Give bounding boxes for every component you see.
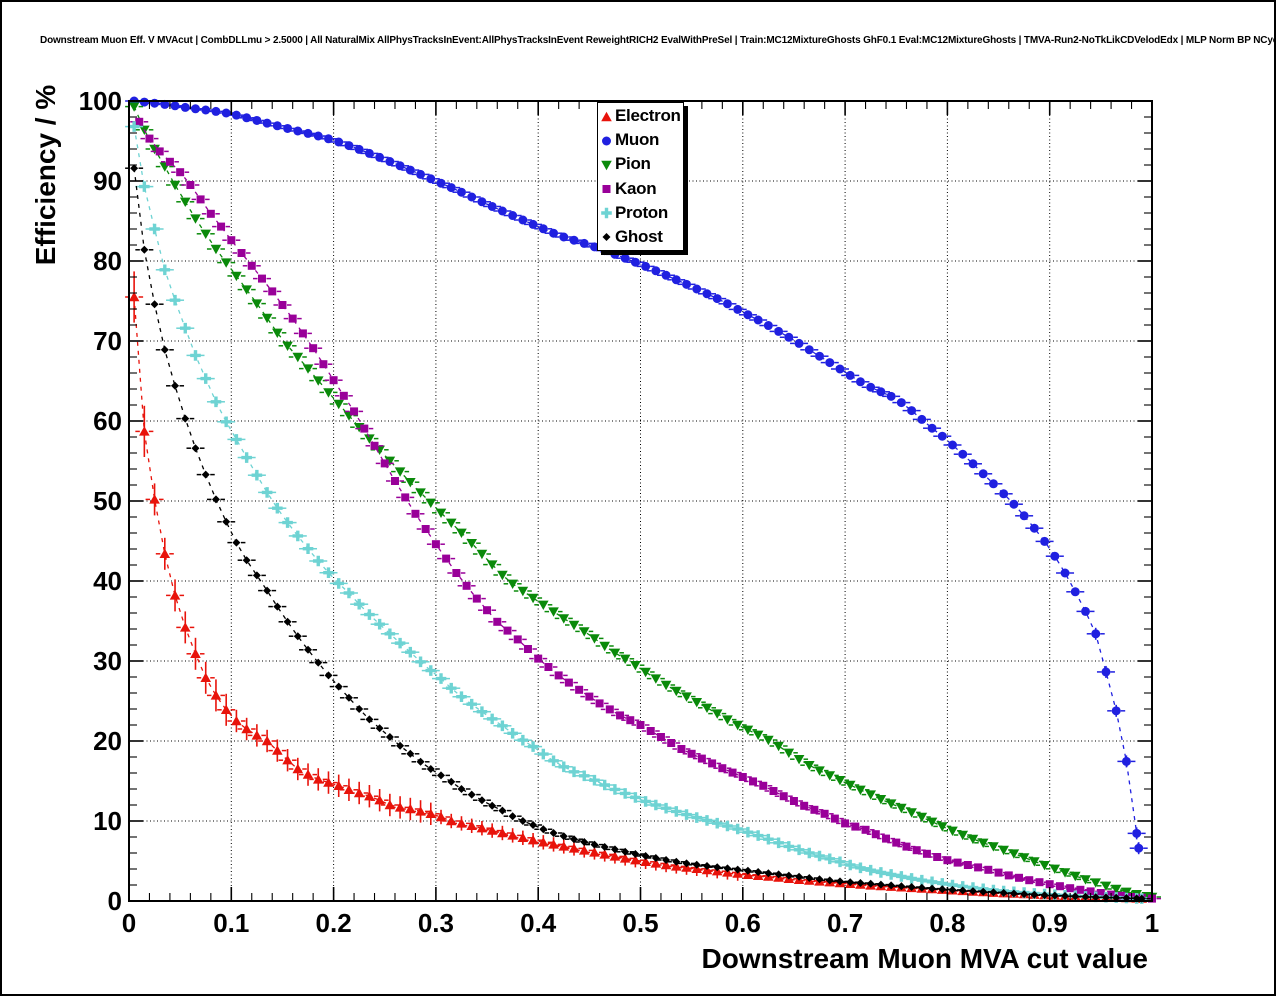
y-tick-label: 30 bbox=[93, 646, 122, 676]
plot-title: Downstream Muon Eff. V MVAcut | CombDLLm… bbox=[40, 35, 1274, 46]
legend-entry-ghost: Ghost bbox=[598, 225, 683, 249]
legend-label: Proton bbox=[615, 202, 668, 222]
x-tick-label: 0.9 bbox=[1031, 908, 1068, 938]
legend-label: Pion bbox=[615, 154, 651, 174]
y-tick-label: 90 bbox=[93, 166, 122, 196]
axes-frame bbox=[128, 100, 1153, 902]
legend-label: Ghost bbox=[615, 226, 663, 246]
legend-label: Electron bbox=[615, 106, 681, 126]
y-tick-label: 40 bbox=[93, 566, 122, 596]
muon-marker-icon bbox=[602, 136, 611, 146]
series-ghost bbox=[125, 164, 1151, 903]
y-axis-title: Efficiency / % bbox=[30, 84, 61, 266]
legend-entry-muon: Muon bbox=[598, 128, 683, 152]
y-tick-label: 80 bbox=[93, 246, 122, 276]
proton-marker-icon bbox=[601, 207, 612, 219]
y-tick-label: 10 bbox=[93, 806, 122, 836]
x-tick-label: 0.8 bbox=[929, 908, 966, 938]
x-tick-label: 0.1 bbox=[213, 908, 250, 938]
x-tick-label: 1 bbox=[1144, 908, 1160, 938]
legend-entry-electron: Electron bbox=[598, 104, 683, 128]
x-tick-label: 0.3 bbox=[417, 908, 454, 938]
x-tick-label: 0 bbox=[121, 908, 137, 938]
y-tick-label: 70 bbox=[93, 326, 122, 356]
electron-marker-icon bbox=[601, 111, 612, 121]
y-tick-label: 50 bbox=[93, 486, 122, 516]
pion-marker-icon bbox=[601, 160, 612, 171]
series-muon bbox=[125, 96, 1148, 855]
ghost-marker-icon bbox=[602, 233, 611, 242]
kaon-marker-icon bbox=[602, 185, 611, 194]
x-tick-label: 0.6 bbox=[724, 908, 761, 938]
legend-label: Kaon bbox=[615, 178, 657, 198]
y-tick-label: 100 bbox=[78, 86, 122, 116]
series-electron bbox=[125, 271, 1151, 903]
y-tick-label: 60 bbox=[93, 406, 122, 436]
legend-entry-proton: Proton bbox=[598, 201, 683, 225]
x-tick-label: 0.4 bbox=[520, 908, 557, 938]
x-tick-label: 0.5 bbox=[622, 908, 659, 938]
legend-entry-pion: Pion bbox=[598, 152, 683, 176]
y-tick-label: 0 bbox=[107, 886, 122, 916]
x-tick-label: 0.7 bbox=[827, 908, 864, 938]
x-tick-label: 0.2 bbox=[315, 908, 352, 938]
x-axis-title: Downstream Muon MVA cut value bbox=[701, 943, 1149, 974]
legend-entry-kaon: Kaon bbox=[598, 177, 683, 201]
series-kaon bbox=[130, 117, 1161, 903]
y-tick-label: 20 bbox=[93, 726, 122, 756]
legend-box: Electron Muon Pion Kaon Proton Ghost bbox=[597, 102, 684, 251]
legend-label: Muon bbox=[615, 130, 660, 150]
